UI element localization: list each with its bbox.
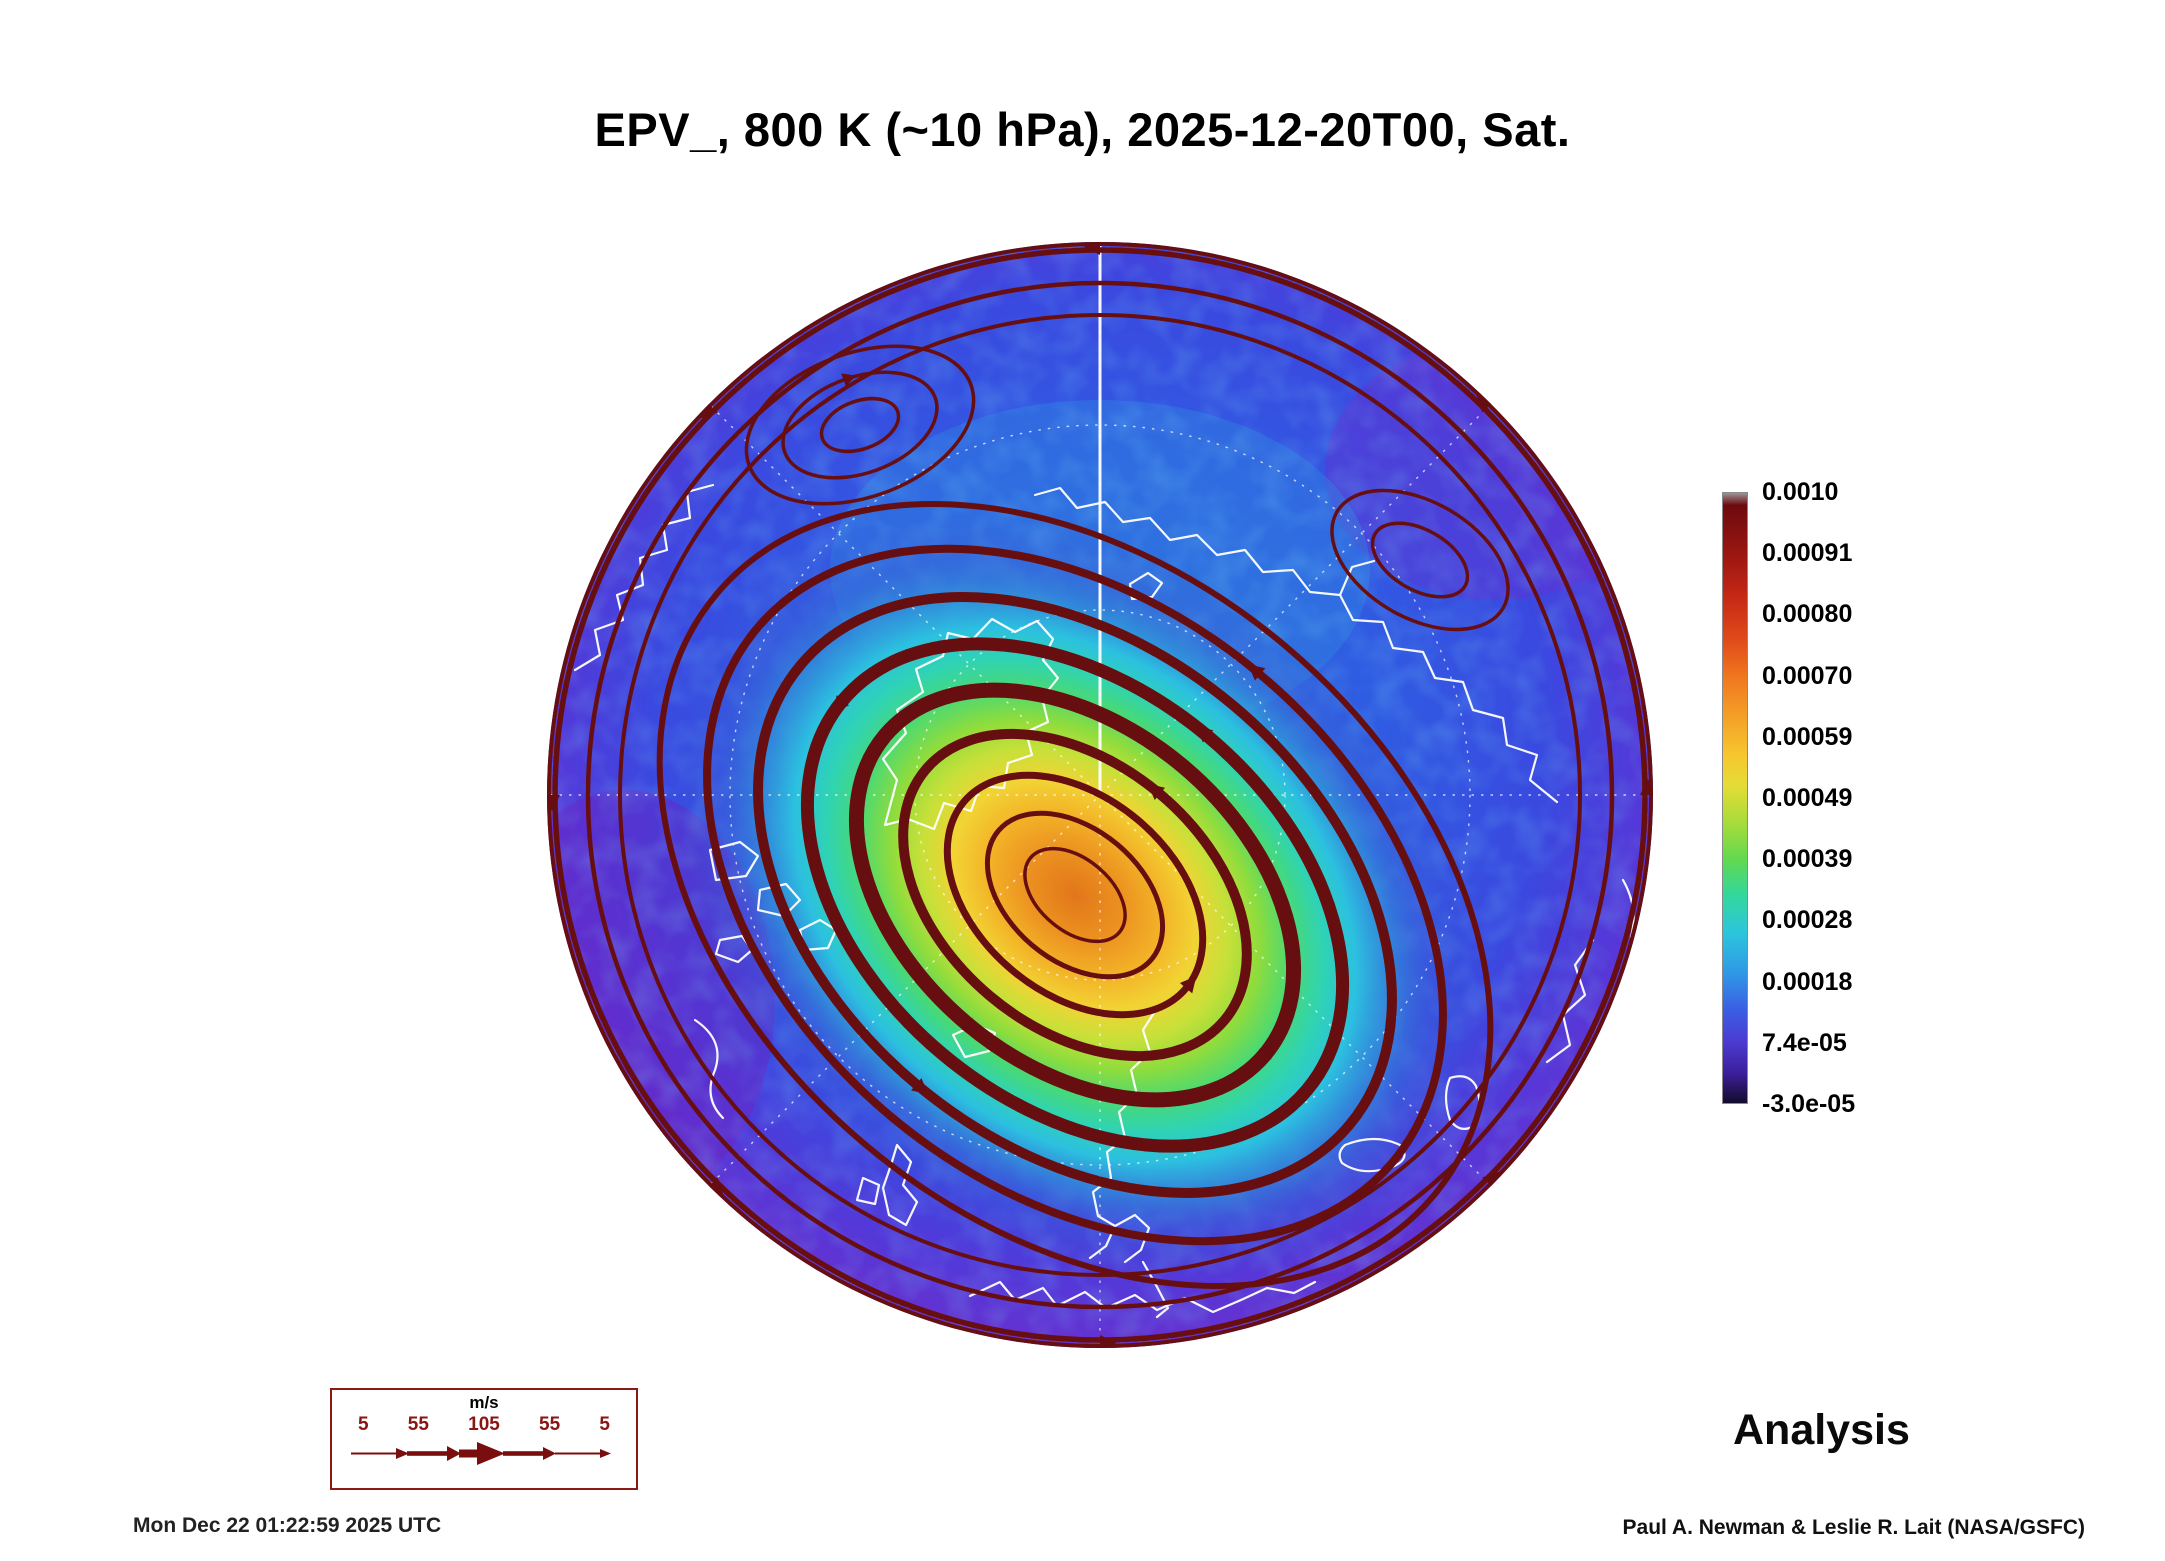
coastline-siberia [1033,486,1559,804]
colorbar-tick: 0.00049 [1762,783,1853,812]
coastline-east-asia [1545,938,1595,1064]
plot-title: EPV_, 800 K (~10 hPa), 2025-12-20T00, Sa… [594,103,1571,156]
colorbar-tick: -3.0e-05 [1762,1089,1856,1118]
wind-speed-value: 105 [468,1414,500,1435]
generation-timestamp: Mon Dec 22 01:22:59 2025 UTC [133,1514,442,1537]
colorbar-tick: 0.00091 [1762,539,1853,568]
globe-map [545,240,1655,1350]
coastline-south-europe [968,1280,1317,1314]
coastline-arctic-island-3 [714,934,754,964]
colorbar-tick: 0.00039 [1762,845,1853,874]
colorbar-tick: 0.00059 [1762,722,1853,751]
coastline-arctic-island-1 [708,840,760,882]
colorbar-tick: 0.00028 [1762,906,1853,935]
colorbar: 0.0010 0.00091 0.00080 0.00070 0.00059 0… [1722,480,2022,1116]
wind-speed-value: 55 [407,1414,429,1435]
globe-svg [547,242,1653,1348]
coastline-ireland [855,1176,881,1206]
coastline-britain [881,1143,919,1227]
colorbar-tick: 0.0010 [1762,478,1839,506]
wind-speed-values: 5 55 105 55 5 [332,1414,636,1436]
credit-line: Paul A. Newman & Leslie R. Lait (NASA/GS… [1622,1516,2085,1539]
coastline-taymyr [1338,559,1376,597]
coastline-arctic-island-2 [756,882,802,918]
wind-speed-value: 5 [358,1414,369,1435]
colorbar-tick: 0.00070 [1762,661,1853,690]
colorbar-tick: 7.4e-05 [1762,1028,1847,1057]
colorbar-tick: 0.00080 [1762,600,1853,629]
wind-speed-arrow [351,1442,611,1465]
colorbar-labels: 0.0010 0.00091 0.00080 0.00070 0.00059 0… [1762,478,1856,1118]
colorbar-tick: 0.00018 [1762,967,1853,996]
wind-speed-value: 55 [539,1414,561,1435]
coastline-baltic [1113,1213,1151,1264]
colorbar-gradient [1722,492,1748,1104]
anticyclone-streamlines [744,344,976,506]
wind-speed-value: 5 [599,1414,610,1435]
wind-units-label: m/s [469,1393,499,1412]
analysis-label: Analysis [1733,1406,1910,1454]
coastline-hudson [693,1018,725,1120]
wind-speed-legend: m/s 5 55 105 55 5 [330,1388,638,1490]
